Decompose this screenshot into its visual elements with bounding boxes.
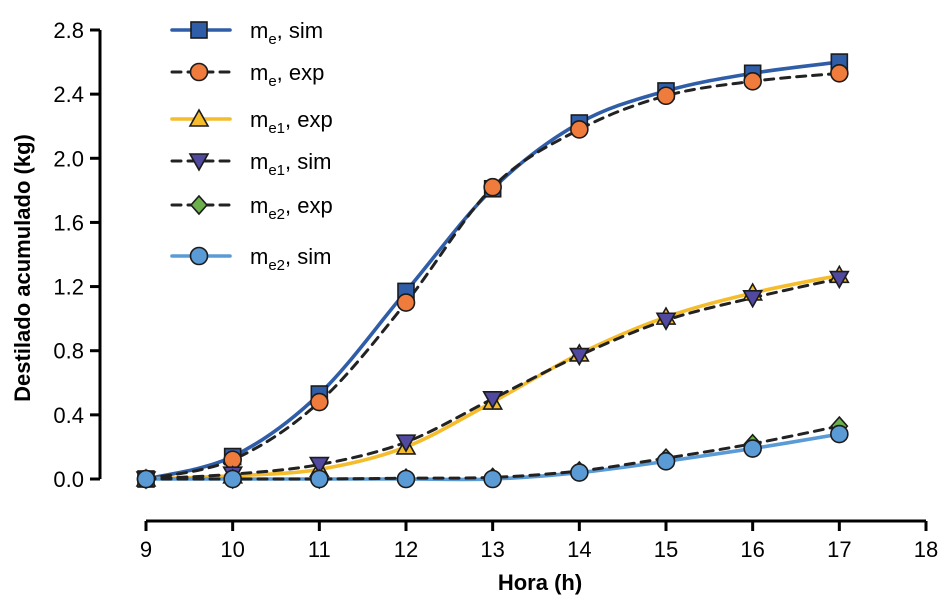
data-point	[570, 463, 589, 482]
legend-marker	[189, 194, 209, 216]
legend-label: me, exp	[250, 60, 324, 90]
data-point	[830, 63, 849, 83]
data-point	[483, 177, 502, 197]
data-point	[136, 469, 156, 489]
y-tick-label: 0.0	[53, 467, 84, 492]
y-tick-label: 2.0	[53, 146, 84, 171]
legend-entry: me, sim	[170, 18, 323, 48]
data-point	[395, 434, 417, 453]
legend: me, sim me, exp me1, exp me1, sim me2, exp me…	[170, 18, 333, 274]
series-markers-0	[137, 53, 849, 488]
data-point	[483, 469, 502, 489]
data-point	[830, 424, 849, 444]
data-point	[570, 120, 589, 139]
data-point	[396, 293, 416, 312]
y-tick-label: 0.4	[53, 403, 84, 428]
legend-marker	[188, 153, 210, 172]
x-tick-label: 14	[567, 537, 591, 562]
legend-label: me2, sim	[250, 244, 331, 274]
data-point	[482, 391, 504, 410]
legend-entry: me2, sim	[170, 244, 331, 274]
x-tick-label: 17	[827, 537, 851, 562]
legend-entry: me1, sim	[170, 149, 331, 179]
legend-label: me1, sim	[250, 149, 331, 179]
x-tick-label: 10	[220, 537, 244, 562]
legend-label: me2, exp	[250, 193, 333, 223]
x-tick-label: 9	[140, 537, 152, 562]
x-tick-label: 16	[740, 537, 764, 562]
legend-marker	[189, 62, 209, 82]
data-point	[655, 312, 677, 331]
data-point	[742, 289, 764, 309]
y-tick-label: 1.6	[53, 210, 84, 235]
data-point	[396, 469, 416, 489]
legend-entry: me2, exp	[170, 193, 333, 223]
data-point	[656, 452, 676, 471]
legend-marker	[190, 21, 208, 39]
data-point	[223, 469, 242, 489]
data-point	[828, 270, 850, 290]
legend-entry: me1, exp	[170, 107, 333, 137]
data-point	[743, 72, 762, 91]
series-markers-5	[136, 424, 849, 489]
y-tick-label: 0.8	[53, 339, 84, 364]
legend-marker	[189, 246, 209, 266]
legend-marker	[188, 108, 210, 127]
data-point	[656, 86, 676, 106]
data-point	[310, 392, 329, 412]
series-line-4	[144, 424, 841, 481]
legend-label: me1, exp	[250, 107, 333, 137]
x-tick-label: 15	[654, 537, 678, 562]
data-point	[310, 469, 329, 489]
legend-label: me, sim	[250, 18, 323, 48]
legend-entry: me, exp	[170, 60, 324, 90]
y-tick-label: 1.2	[53, 275, 84, 300]
x-tick-label: 18	[914, 537, 938, 562]
data-point	[308, 456, 330, 476]
series-markers-1	[136, 63, 849, 489]
y-tick-label: 2.8	[53, 18, 84, 43]
data-point	[743, 439, 762, 458]
series-line-1	[144, 71, 841, 481]
series-group	[135, 53, 850, 490]
x-tick-label: 12	[394, 537, 418, 562]
x-axis-title: Hora (h)	[498, 570, 582, 595]
axes: 0.0 0.4 0.8 1.2 1.6 2.0 2.4 2.8 9 10 11 12 13 14 15 16 1…	[53, 18, 938, 562]
data-point	[568, 347, 590, 367]
x-tick-label: 13	[480, 537, 504, 562]
y-axis-title: Destilado acumulado (kg)	[10, 134, 35, 402]
y-tick-label: 2.4	[53, 82, 84, 107]
x-tick-label: 11	[308, 537, 331, 562]
